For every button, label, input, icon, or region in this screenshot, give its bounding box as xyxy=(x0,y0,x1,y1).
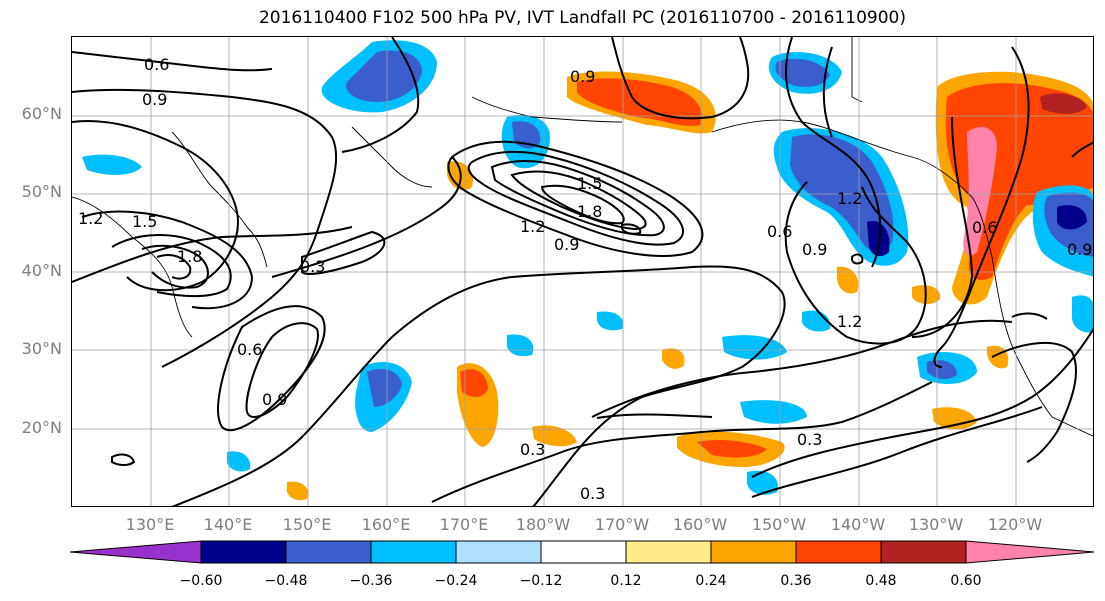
contour-label: 1.5 xyxy=(577,174,602,193)
contour-label: 1.2 xyxy=(837,189,862,208)
contour-label: 0.6 xyxy=(767,222,792,241)
contour-labels: 0.6 0.9 0.9 1.2 1.5 1.8 0.3 1.5 1.8 1.2 … xyxy=(78,55,1092,503)
lon-label: 140°E xyxy=(203,515,253,534)
colorbar-tick-label: 0.48 xyxy=(865,573,897,589)
lon-label: 150°E xyxy=(282,515,332,534)
colorbar-tick-label: 0.36 xyxy=(780,573,812,589)
anomaly-shading xyxy=(82,40,1093,501)
lat-label: 60°N xyxy=(21,104,62,123)
lon-label: 160°E xyxy=(361,515,411,534)
pv-contours xyxy=(72,37,1093,506)
lon-label: 170°W xyxy=(594,515,650,534)
lon-label: 130°E xyxy=(125,515,175,534)
colorbar xyxy=(70,540,1095,564)
colorbar-segment xyxy=(710,540,797,564)
colorbar-segment xyxy=(285,540,372,564)
contour-label: 0.6 xyxy=(972,218,997,237)
colorbar-segment xyxy=(625,540,712,564)
contour-label: 1.8 xyxy=(577,202,602,221)
contour-label: 1.5 xyxy=(132,212,157,231)
colorbar-segment xyxy=(540,540,627,564)
colorbar-tick-label: 0.24 xyxy=(695,573,727,589)
contour-label: 1.8 xyxy=(177,247,202,266)
lon-label: 160°W xyxy=(672,515,728,534)
lon-label: 170°E xyxy=(439,515,489,534)
contour-label: 0.6 xyxy=(144,55,169,74)
contour-label: 0.9 xyxy=(802,240,827,259)
map-panel: 0.6 0.9 0.9 1.2 1.5 1.8 0.3 1.5 1.8 1.2 … xyxy=(71,36,1094,507)
lon-label: 150°W xyxy=(751,515,807,534)
map-title: 2016110400 F102 500 hPa PV, IVT Landfall… xyxy=(258,8,906,28)
colorbar-tick-label: −0.60 xyxy=(179,573,223,589)
lon-label: 180°W xyxy=(515,515,571,534)
colorbar-segment xyxy=(200,540,287,564)
contour-label: 0.3 xyxy=(520,440,545,459)
map-svg: 0.6 0.9 0.9 1.2 1.5 1.8 0.3 1.5 1.8 1.2 … xyxy=(72,37,1093,506)
contour-label: 0.3 xyxy=(580,484,605,503)
colorbar-segment xyxy=(880,540,967,564)
colorbar-tick-label: 0.60 xyxy=(950,573,982,589)
lon-label: 130°W xyxy=(908,515,964,534)
lat-label: 30°N xyxy=(21,339,62,358)
colorbar-tick-label: −0.36 xyxy=(349,573,393,589)
contour-label: 0.9 xyxy=(142,90,167,109)
colorbar-segment xyxy=(795,540,882,564)
lat-label: 40°N xyxy=(21,261,62,280)
contour-label: 1.2 xyxy=(837,312,862,331)
lon-label: 120°W xyxy=(987,515,1043,534)
lat-label: 20°N xyxy=(21,418,62,437)
contour-label: 0.9 xyxy=(554,235,579,254)
colorbar-tick-label: −0.48 xyxy=(264,573,308,589)
contour-label: 0.9 xyxy=(570,67,595,86)
contour-label: 1.2 xyxy=(520,217,545,236)
lon-label: 140°W xyxy=(830,515,886,534)
colorbar-tick-label: −0.12 xyxy=(519,573,563,589)
contour-label: 0.6 xyxy=(237,340,262,359)
contour-label: 0.3 xyxy=(300,257,325,276)
colorbar-segment xyxy=(70,540,202,564)
coastlines xyxy=(72,37,1093,437)
colorbar-segment xyxy=(965,540,1095,564)
lat-label: 50°N xyxy=(21,182,62,201)
contour-label: 0.9 xyxy=(262,390,287,409)
contour-label: 0.9 xyxy=(1067,240,1092,259)
colorbar-tick-label: 0.12 xyxy=(610,573,642,589)
colorbar-tick-label: −0.24 xyxy=(434,573,478,589)
contour-label: 1.2 xyxy=(78,209,103,228)
colorbar-segment xyxy=(370,540,457,564)
colorbar-segment xyxy=(455,540,542,564)
contour-label: 0.3 xyxy=(797,430,822,449)
